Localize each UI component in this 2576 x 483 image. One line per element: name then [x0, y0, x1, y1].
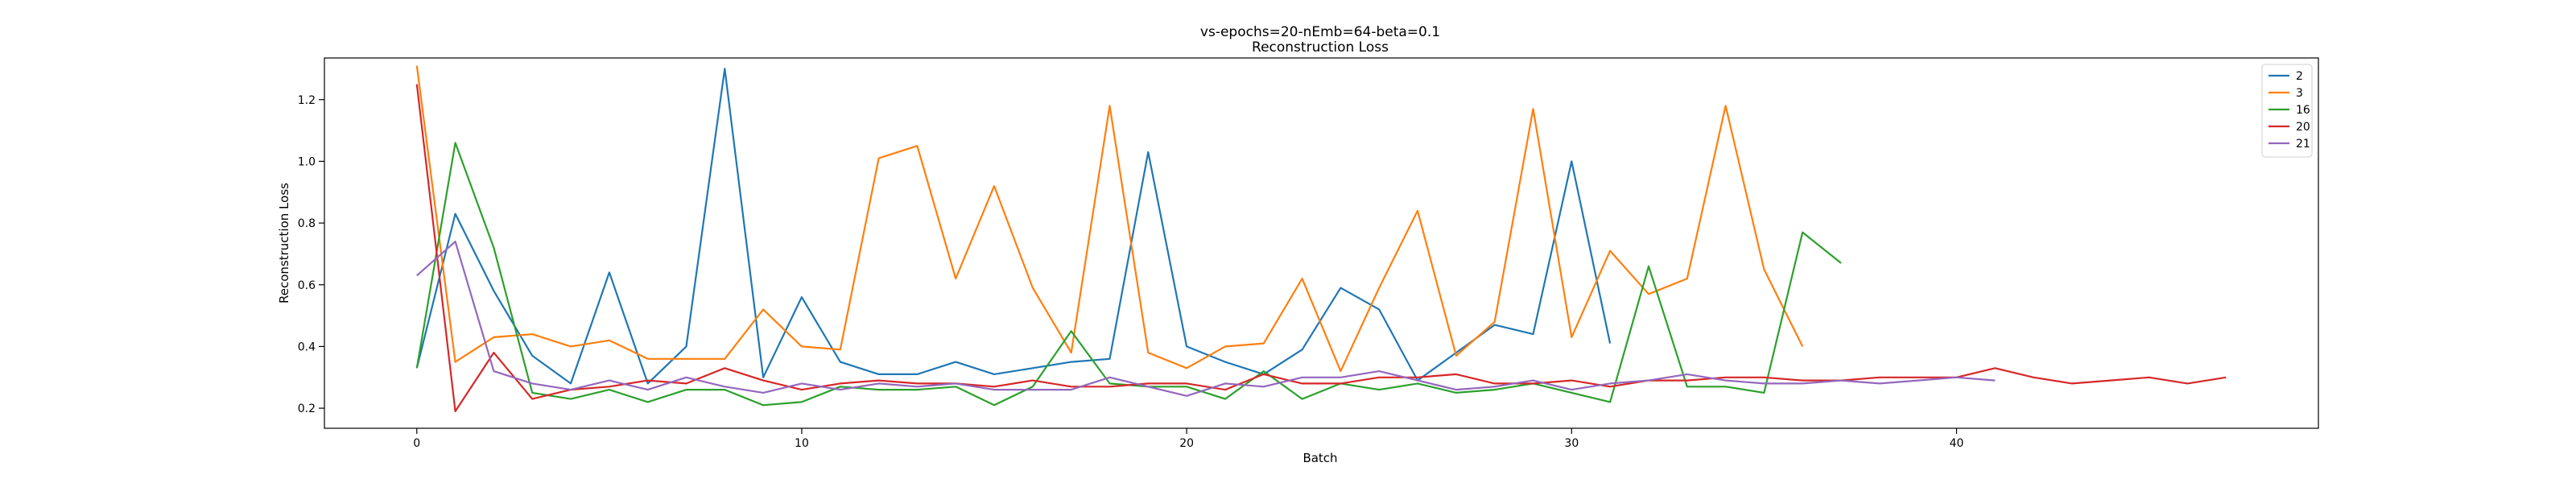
y-tick-label: 0.4 — [298, 341, 316, 353]
x-tick-label: 20 — [1179, 437, 1194, 450]
y-axis-label: Reconstruction Loss — [277, 183, 291, 303]
x-axis-label: Batch — [1302, 451, 1337, 465]
y-tick-label: 1.0 — [298, 155, 316, 168]
series-line-3 — [415, 65, 1804, 373]
legend-label-20: 20 — [2296, 121, 2310, 134]
y-tick-label: 0.2 — [298, 402, 316, 415]
plot-frame — [324, 57, 2319, 429]
legend-label-21: 21 — [2296, 138, 2310, 151]
legend-label-16: 16 — [2296, 104, 2310, 117]
legend: 2 3 16 20 21 — [2261, 64, 2313, 158]
series-line-16 — [415, 142, 1842, 407]
x-tick-label: 40 — [1950, 437, 1964, 450]
x-tick-label: 0 — [413, 437, 420, 450]
x-tick-label: 10 — [795, 437, 809, 450]
chart-subtitle: Reconstruction Loss — [1252, 39, 1389, 56]
y-tick-label: 0.8 — [298, 217, 316, 230]
plot-area: 0 10 20 30 40 0.2 0.4 0.6 0.8 1.0 1.2 — [298, 57, 2319, 450]
legend-label-3: 3 — [2296, 87, 2303, 100]
y-tick-label: 0.6 — [298, 279, 316, 292]
series-line-20 — [415, 84, 2227, 412]
legend-label-2: 2 — [2296, 70, 2303, 83]
chart-title: vs-epochs=20-nEmb=64-beta=0.1 — [1200, 24, 1440, 40]
y-tick-label: 1.2 — [298, 94, 316, 107]
x-tick-label: 30 — [1564, 437, 1579, 450]
series-line-2 — [415, 68, 1612, 385]
legend-box — [2261, 64, 2313, 158]
series-line-21 — [416, 241, 1996, 397]
